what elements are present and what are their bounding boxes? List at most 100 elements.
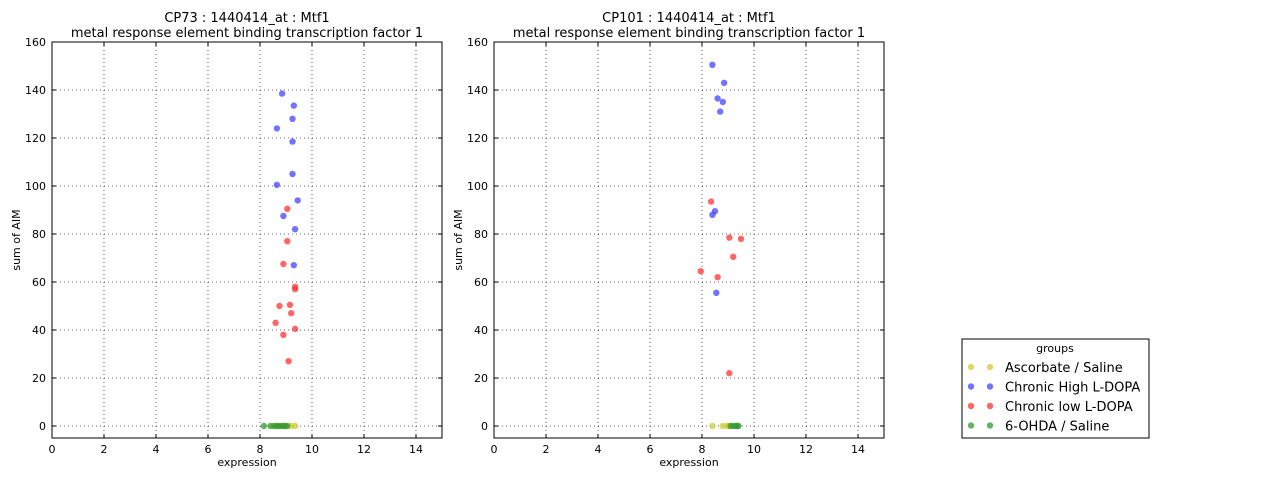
- data-point: [717, 108, 724, 115]
- y-tick-label: 100: [467, 180, 488, 193]
- legend-box: [961, 338, 1150, 439]
- data-point: [276, 302, 283, 310]
- x-tick-label: 8: [257, 443, 264, 456]
- data-point: [290, 102, 297, 109]
- grid-lines: [493, 41, 884, 438]
- legend-marker: [986, 363, 994, 371]
- data-point: [284, 205, 291, 212]
- y-tick-label: 40: [474, 324, 488, 337]
- y-axis-label: sum of AIM: [10, 209, 23, 270]
- chart-title: CP73 : 1440414_at : Mtf1: [164, 11, 329, 26]
- data-point: [726, 370, 733, 377]
- data-point: [719, 98, 726, 106]
- data-point: [290, 262, 297, 269]
- y-tick-label: 20: [32, 372, 46, 385]
- plot-frame: [493, 41, 885, 439]
- legend-marker: [967, 422, 975, 429]
- data-point: [280, 331, 287, 338]
- legend-marker: [986, 383, 994, 390]
- y-tick-label: 160: [25, 36, 46, 49]
- y-tick-label: 140: [25, 84, 46, 97]
- data-point: [260, 422, 268, 430]
- x-tick-label: 14: [851, 443, 865, 456]
- y-tick-label: 140: [467, 84, 488, 97]
- y-tick-label: 80: [474, 228, 488, 241]
- legend-label: Chronic High L-DOPA: [1005, 381, 1140, 396]
- legend-marker: [986, 402, 994, 410]
- x-tick-label: 4: [153, 443, 160, 456]
- data-points: [697, 61, 745, 430]
- y-tick-label: 120: [25, 132, 46, 145]
- data-point: [289, 115, 296, 123]
- data-point: [709, 61, 716, 68]
- data-point: [278, 90, 286, 97]
- data-point: [291, 286, 299, 293]
- y-tick-label: 120: [467, 132, 488, 145]
- x-tick-label: 2: [543, 443, 550, 456]
- legend-items: Ascorbate / Saline Chronic High L-DOPA Chr…: [967, 361, 1140, 435]
- x-tick-label: 0: [49, 443, 56, 456]
- y-axis-label: sum of AIM: [452, 209, 465, 270]
- data-point: [707, 198, 715, 205]
- y-tick-label: 60: [474, 276, 488, 289]
- data-point: [273, 125, 281, 132]
- legend: groups Ascorbate / Saline Chronic High L-…: [961, 338, 1150, 439]
- data-point: [285, 358, 292, 365]
- x-axis-label: expression: [659, 456, 718, 469]
- y-tick-label: 20: [474, 372, 488, 385]
- y-tick-label: 0: [481, 420, 488, 433]
- data-point: [291, 325, 299, 332]
- data-point: [280, 212, 287, 220]
- grid-lines: [51, 41, 442, 438]
- chart-panel-cp73: CP73 : 1440414_at : Mtf1 metal response …: [10, 11, 443, 469]
- y-tick-label: 0: [39, 420, 46, 433]
- data-point: [288, 310, 295, 317]
- data-point: [272, 319, 279, 326]
- data-point: [709, 211, 716, 218]
- x-axis-label: expression: [217, 456, 276, 469]
- data-point: [284, 238, 291, 245]
- y-tick-label: 80: [32, 228, 46, 241]
- chart-subtitle: metal response element binding transcrip…: [71, 26, 423, 41]
- y-tick-label: 100: [25, 180, 46, 193]
- legend-label: Ascorbate / Saline: [1005, 361, 1123, 376]
- legend-label: 6-OHDA / Saline: [1005, 420, 1109, 435]
- data-point: [280, 260, 287, 268]
- x-tick-label: 2: [101, 443, 108, 456]
- legend-title: groups: [1036, 342, 1074, 355]
- data-point: [714, 95, 721, 102]
- data-point: [735, 422, 742, 430]
- legend-marker: [967, 383, 975, 390]
- legend-label: Chronic low L-DOPA: [1005, 400, 1133, 415]
- data-point: [291, 226, 299, 233]
- data-point: [294, 197, 301, 204]
- data-point: [273, 181, 281, 188]
- x-tick-label: 10: [305, 443, 319, 456]
- x-tick-label: 12: [357, 443, 371, 456]
- x-tick-label: 0: [491, 443, 498, 456]
- y-tick-label: 40: [32, 324, 46, 337]
- data-points: [260, 90, 301, 430]
- legend-marker: [967, 402, 975, 410]
- x-tick-label: 6: [647, 443, 654, 456]
- chart-panel-cp101: CP101 : 1440414_at : Mtf1 metal response…: [452, 11, 885, 469]
- data-point: [730, 253, 737, 260]
- data-point: [284, 422, 291, 430]
- legend-marker: [986, 422, 994, 429]
- data-point: [714, 274, 721, 281]
- data-point: [720, 79, 728, 87]
- data-point: [289, 138, 296, 145]
- x-tick-label: 8: [699, 443, 706, 456]
- data-point: [289, 170, 296, 178]
- y-tick-label: 160: [467, 36, 488, 49]
- data-point: [697, 268, 704, 275]
- x-tick-label: 14: [409, 443, 423, 456]
- chart-subtitle: metal response element binding transcrip…: [513, 26, 865, 41]
- x-tick-label: 4: [595, 443, 602, 456]
- x-tick-label: 10: [747, 443, 761, 456]
- data-point: [709, 422, 716, 430]
- data-point: [291, 422, 299, 430]
- y-tick-label: 60: [32, 276, 46, 289]
